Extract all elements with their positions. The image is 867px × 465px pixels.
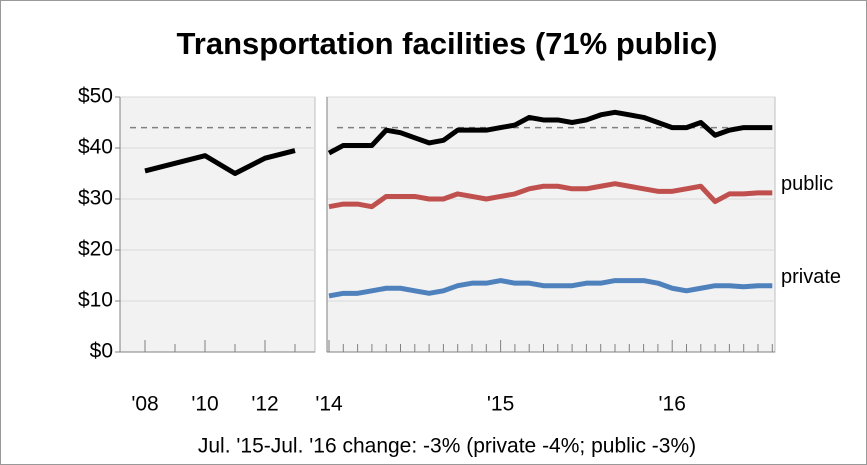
series-label: public (781, 173, 833, 195)
y-tick-label: $50 (78, 85, 113, 108)
x-tick-label: '16 (659, 393, 686, 416)
x-tick-label: '08 (131, 393, 158, 416)
x-tick-label: '10 (191, 393, 218, 416)
x-tick-label: '14 (315, 393, 343, 416)
x-tick-label: '12 (251, 393, 278, 416)
series-line (328, 181, 773, 210)
x-tick-label: '15 (487, 393, 514, 416)
series-line (327, 109, 773, 156)
y-tick-label: $30 (78, 187, 113, 210)
plot-area (326, 96, 776, 353)
annotation: Jul. '15-Jul. '16 change: -3% (private -… (198, 435, 696, 458)
chart-title: Transportation facilities (71% public) (177, 26, 718, 61)
y-tick-label: $0 (90, 340, 113, 363)
y-tick-label: $10 (78, 289, 113, 312)
series-line (328, 278, 773, 299)
y-tick-label: $40 (78, 136, 113, 159)
series-line (144, 148, 296, 176)
plot-area (119, 96, 316, 353)
series-label: private (781, 266, 841, 288)
y-tick-label: $20 (78, 238, 113, 261)
